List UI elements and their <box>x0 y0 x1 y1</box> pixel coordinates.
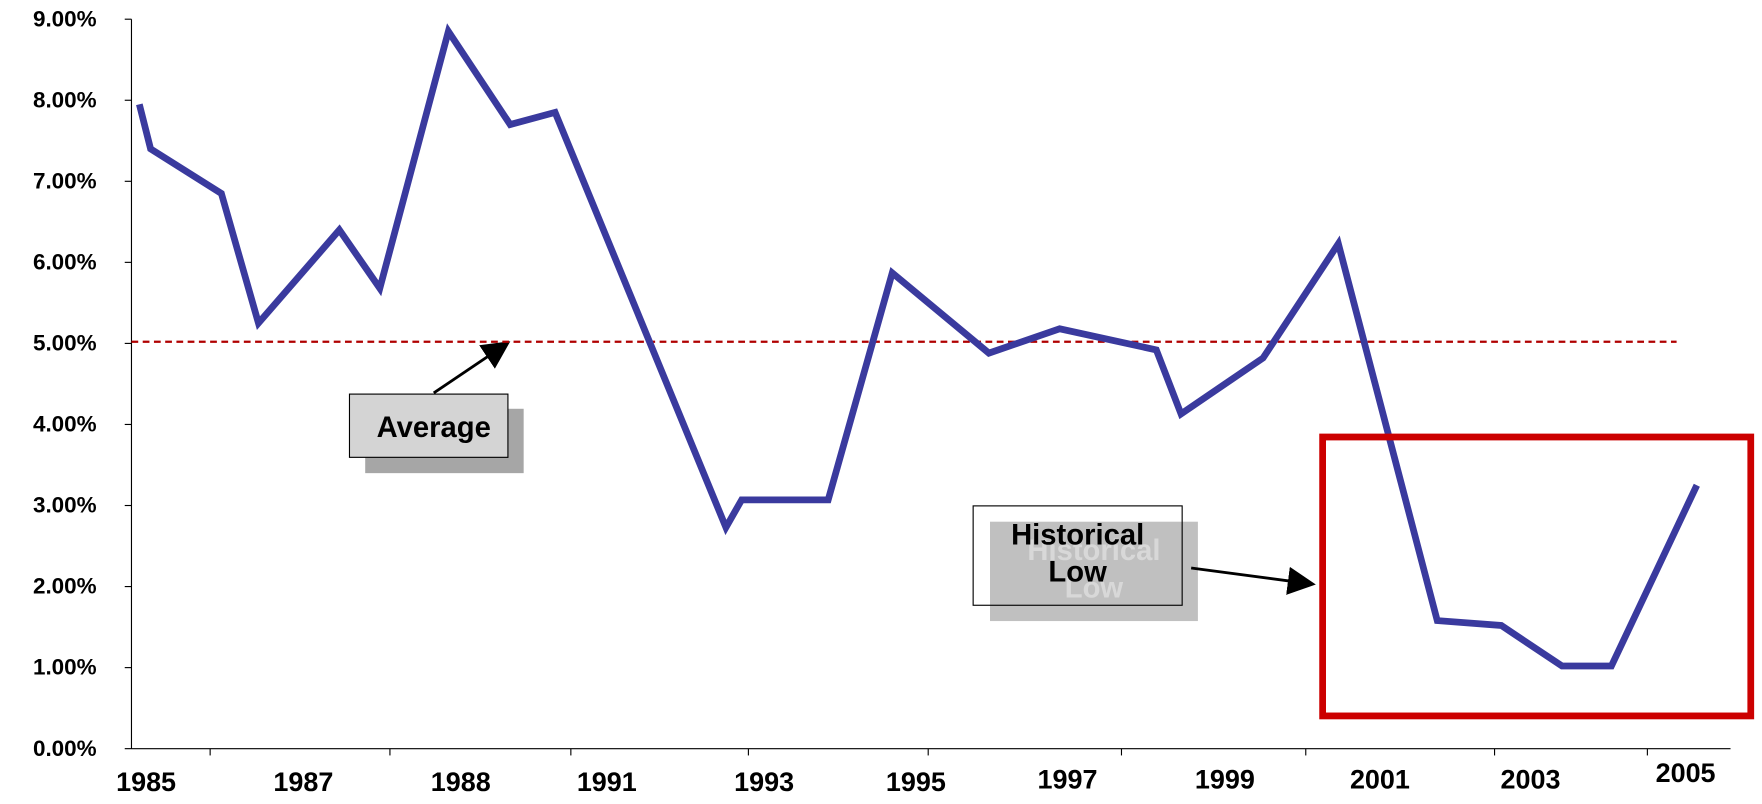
y-tick-label: 8.00% <box>33 87 97 112</box>
low-shadow-text-wrap: Historical Low <box>1027 532 1161 605</box>
average-box <box>348 393 509 458</box>
y-tick-label: 2.00% <box>33 574 97 599</box>
highlight-box <box>1319 433 1755 720</box>
low-arrow <box>1190 566 1316 595</box>
y-tick-label: 7.00% <box>33 168 97 193</box>
low-box <box>972 505 1183 606</box>
x-tick-label: 2005 <box>1656 758 1716 788</box>
y-tick-label: 4.00% <box>33 412 97 437</box>
low-shadow-text: Historical Low <box>1027 532 1161 605</box>
axes <box>130 19 1731 750</box>
x-tick-label: 1999 <box>1195 765 1255 795</box>
x-tick-label: 1993 <box>734 767 794 797</box>
x-tick-label: 1987 <box>273 767 333 797</box>
y-tick-label: 1.00% <box>33 655 97 680</box>
low-box-shadow <box>990 521 1198 622</box>
x-tick-label: 2001 <box>1350 765 1410 795</box>
average-arrow <box>432 341 511 395</box>
low-text: Historical Low <box>1011 517 1145 589</box>
x-tick-label: 1985 <box>116 767 176 797</box>
y-tick-label: 0.00% <box>33 736 97 761</box>
data-line <box>136 23 1700 670</box>
x-tick-label: 1995 <box>886 767 946 797</box>
x-tick-label: 1991 <box>577 767 637 797</box>
average-label: Average <box>377 411 491 444</box>
x-tick-label: 1988 <box>431 767 491 797</box>
y-tick-label: 9.00% <box>33 6 97 31</box>
x-tick-label: 1997 <box>1038 765 1098 795</box>
y-tick-label: 5.00% <box>33 330 97 355</box>
low-text-wrap: Historical Low <box>1011 517 1145 589</box>
y-tick-label: 6.00% <box>33 249 97 274</box>
y-tick-label: 3.00% <box>33 493 97 518</box>
x-tick-label: 2003 <box>1501 765 1561 795</box>
